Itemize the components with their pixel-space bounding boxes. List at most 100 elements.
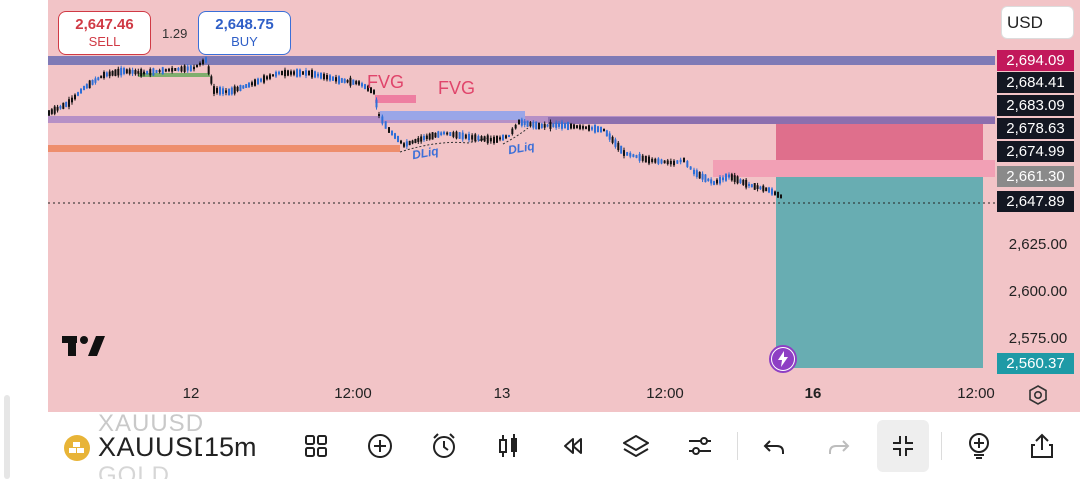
candle-body [56,106,59,111]
level-2694[interactable] [48,56,995,65]
price-tag[interactable]: 2,694.09 [997,50,1074,71]
candle-body [180,66,183,72]
currency-selector[interactable]: USD [1001,6,1074,39]
price-chart[interactable] [48,0,1080,412]
fvg-zone-blue[interactable] [380,111,525,120]
candle-body [100,75,103,79]
current-price-tag[interactable]: 2,647.89 [997,191,1074,212]
candle-body [230,87,233,95]
candle-body [733,175,736,182]
candle-body [443,131,445,135]
candle-body [164,69,167,72]
candle-body [474,134,477,142]
candle-body [538,122,540,130]
candle-body [555,122,558,128]
time-axis-label: 12:00 [646,385,684,402]
price-axis-label: 2,575.00 [1008,330,1068,347]
candle-body [183,65,186,73]
drawer-handle[interactable] [4,395,10,479]
price-tag[interactable]: 2,683.09 [997,95,1074,116]
candle-body [74,94,76,100]
candlestick-series[interactable] [48,56,782,199]
fvg-label-1: FVG [367,72,405,92]
add-indicator-icon[interactable] [354,420,406,472]
candle-body [716,179,718,184]
price-axis-label: 2,625.00 [1008,236,1068,253]
candle-body [679,159,682,163]
toolbar-divider [737,432,738,460]
candle-body [543,123,546,128]
interval-selector[interactable]: 15m [204,432,257,462]
time-axis-label: 13 [493,385,511,402]
candle-body [505,135,507,139]
flash-icon[interactable] [769,345,797,373]
candle-body [748,183,750,187]
candle-body [452,132,455,137]
gear-icon[interactable] [1027,384,1049,406]
candle-body [97,77,100,81]
candle-body [397,135,399,143]
symbol-selector[interactable]: XAUUSD GOLD XAUUSD [62,412,202,479]
candle-body [373,90,375,94]
candle-body [698,171,701,179]
candle-style-icon[interactable] [482,420,534,472]
candle-body [205,57,207,63]
candle-body [532,122,535,128]
candle-body [394,133,396,139]
candle-body [317,73,319,77]
share-icon[interactable] [1016,420,1068,472]
price-tag[interactable]: 2,560.37 [997,353,1074,374]
indicators-templates-icon[interactable] [290,420,342,472]
candle-body [440,132,443,136]
sell-button[interactable]: 2,647.46 SELL [58,11,151,55]
candle-body [403,143,405,147]
exit-fullscreen-icon[interactable] [877,420,929,472]
candle-body [323,73,325,80]
green-level[interactable] [138,73,210,77]
candle-body [236,86,239,92]
candle-body [114,69,117,76]
candle-body [540,123,543,128]
undo-icon[interactable] [748,420,800,472]
candle-body [225,90,227,93]
level-2661-orange[interactable] [48,145,400,152]
level-2678-right[interactable] [548,117,995,124]
replay-icon[interactable] [546,420,598,472]
price-tag[interactable]: 2,684.41 [997,72,1074,93]
fvg-zone-pink[interactable] [375,95,416,103]
candle-body [196,64,198,68]
candle-body [213,86,215,94]
chart-area[interactable]: FVG FVG DLiq DLiq [48,0,1080,412]
take-profit-zone[interactable] [776,177,983,368]
candle-body [663,160,666,164]
candle-body [149,69,152,76]
candle-body [753,183,756,190]
time-axis-label: 12 [182,385,200,402]
layers-icon[interactable] [610,420,662,472]
candle-body [216,87,218,93]
add-object-icon[interactable] [953,420,1005,472]
candle-body [158,70,161,73]
candle-body [641,155,644,161]
candle-body [284,69,286,77]
settings-sliders-icon[interactable] [674,420,726,472]
alert-clock-icon[interactable] [418,420,470,472]
price-tag[interactable]: 2,661.30 [997,166,1074,187]
buy-button[interactable]: 2,648.75 BUY [198,11,291,55]
candle-body [464,134,467,139]
price-tag[interactable]: 2,674.99 [997,141,1074,162]
candle-body [210,76,213,84]
redo-icon[interactable] [813,420,865,472]
candle-body [53,106,56,114]
candle-body [125,69,128,74]
price-tag[interactable]: 2,678.63 [997,118,1074,139]
candle-body [710,179,713,184]
candle-body [471,135,474,140]
candle-body [750,184,753,188]
candle-body [281,70,283,76]
tradingview-logo[interactable] [62,334,106,358]
supply-zone[interactable] [713,160,995,177]
candle-body [585,126,587,129]
candle-body [108,71,111,77]
candle-body [358,81,360,85]
